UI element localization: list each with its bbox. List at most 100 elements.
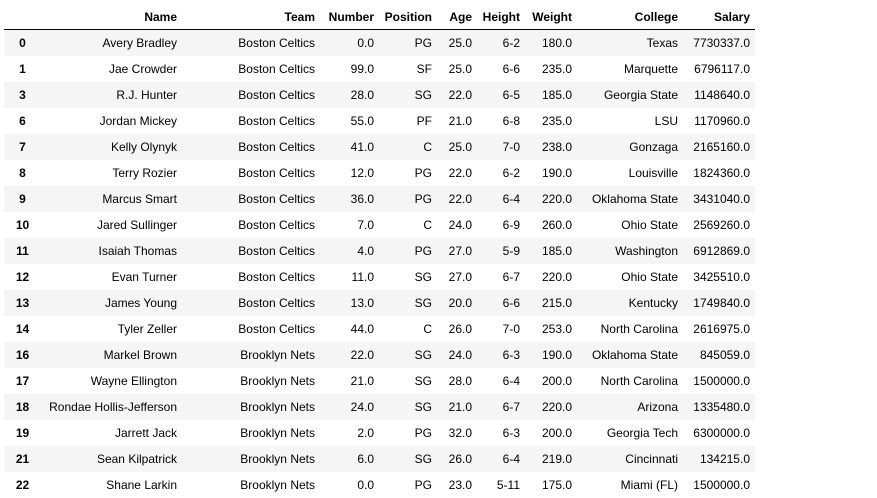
cell-number: 22.0 (320, 342, 379, 368)
row-index: 21 (4, 446, 41, 472)
cell-weight: 200.0 (525, 368, 577, 394)
cell-number: 6.0 (320, 446, 379, 472)
column-header-weight: Weight (525, 5, 577, 30)
cell-weight: 190.0 (525, 342, 577, 368)
column-header-position: Position (379, 5, 437, 30)
cell-position: SG (379, 394, 437, 420)
row-index: 9 (4, 186, 41, 212)
cell-salary: 1500000.0 (683, 472, 755, 498)
cell-number: 24.0 (320, 394, 379, 420)
cell-position: PG (379, 160, 437, 186)
cell-salary: 1170960.0 (683, 108, 755, 134)
cell-team: Boston Celtics (182, 134, 320, 160)
cell-height: 6-3 (477, 342, 525, 368)
cell-position: SF (379, 56, 437, 82)
column-header-team: Team (182, 5, 320, 30)
cell-college: Oklahoma State (577, 186, 683, 212)
cell-name: James Young (41, 290, 182, 316)
cell-number: 41.0 (320, 134, 379, 160)
cell-name: Wayne Ellington (41, 368, 182, 394)
cell-height: 7-0 (477, 316, 525, 342)
cell-number: 13.0 (320, 290, 379, 316)
cell-weight: 220.0 (525, 394, 577, 420)
cell-salary: 2165160.0 (683, 134, 755, 160)
cell-team: Boston Celtics (182, 212, 320, 238)
column-header-age: Age (437, 5, 477, 30)
cell-number: 11.0 (320, 264, 379, 290)
cell-team: Boston Celtics (182, 82, 320, 108)
cell-name: Isaiah Thomas (41, 238, 182, 264)
cell-salary: 1824360.0 (683, 160, 755, 186)
cell-salary: 2616975.0 (683, 316, 755, 342)
row-index: 19 (4, 420, 41, 446)
cell-name: Jarrett Jack (41, 420, 182, 446)
cell-age: 27.0 (437, 238, 477, 264)
cell-salary: 6300000.0 (683, 420, 755, 446)
cell-weight: 253.0 (525, 316, 577, 342)
cell-college: Washington (577, 238, 683, 264)
cell-team: Brooklyn Nets (182, 368, 320, 394)
cell-salary: 7730337.0 (683, 30, 755, 57)
cell-position: PG (379, 420, 437, 446)
cell-college: Ohio State (577, 264, 683, 290)
row-index: 7 (4, 134, 41, 160)
cell-age: 21.0 (437, 108, 477, 134)
cell-name: Tyler Zeller (41, 316, 182, 342)
cell-team: Brooklyn Nets (182, 446, 320, 472)
row-index: 22 (4, 472, 41, 498)
cell-height: 5-11 (477, 472, 525, 498)
cell-age: 27.0 (437, 264, 477, 290)
cell-number: 99.0 (320, 56, 379, 82)
cell-number: 21.0 (320, 368, 379, 394)
cell-name: Avery Bradley (41, 30, 182, 57)
cell-salary: 1148640.0 (683, 82, 755, 108)
cell-college: Marquette (577, 56, 683, 82)
cell-college: Texas (577, 30, 683, 57)
cell-position: PG (379, 186, 437, 212)
cell-age: 22.0 (437, 186, 477, 212)
cell-weight: 190.0 (525, 160, 577, 186)
cell-position: PG (379, 30, 437, 57)
cell-height: 6-3 (477, 420, 525, 446)
cell-team: Boston Celtics (182, 264, 320, 290)
cell-weight: 185.0 (525, 82, 577, 108)
cell-number: 7.0 (320, 212, 379, 238)
cell-number: 28.0 (320, 82, 379, 108)
cell-name: Marcus Smart (41, 186, 182, 212)
cell-college: Louisville (577, 160, 683, 186)
cell-height: 6-6 (477, 290, 525, 316)
cell-name: Evan Turner (41, 264, 182, 290)
cell-salary: 6912869.0 (683, 238, 755, 264)
row-index: 8 (4, 160, 41, 186)
cell-salary: 845059.0 (683, 342, 755, 368)
cell-number: 36.0 (320, 186, 379, 212)
cell-weight: 235.0 (525, 56, 577, 82)
row-index: 11 (4, 238, 41, 264)
row-index: 17 (4, 368, 41, 394)
cell-team: Boston Celtics (182, 56, 320, 82)
cell-name: Terry Rozier (41, 160, 182, 186)
cell-height: 6-4 (477, 446, 525, 472)
cell-age: 26.0 (437, 446, 477, 472)
cell-team: Boston Celtics (182, 238, 320, 264)
cell-team: Boston Celtics (182, 290, 320, 316)
cell-position: SG (379, 368, 437, 394)
cell-name: Sean Kilpatrick (41, 446, 182, 472)
row-index: 13 (4, 290, 41, 316)
cell-college: North Carolina (577, 316, 683, 342)
cell-height: 6-9 (477, 212, 525, 238)
cell-height: 6-5 (477, 82, 525, 108)
cell-college: Oklahoma State (577, 342, 683, 368)
cell-position: SG (379, 290, 437, 316)
cell-college: Kentucky (577, 290, 683, 316)
cell-college: LSU (577, 108, 683, 134)
